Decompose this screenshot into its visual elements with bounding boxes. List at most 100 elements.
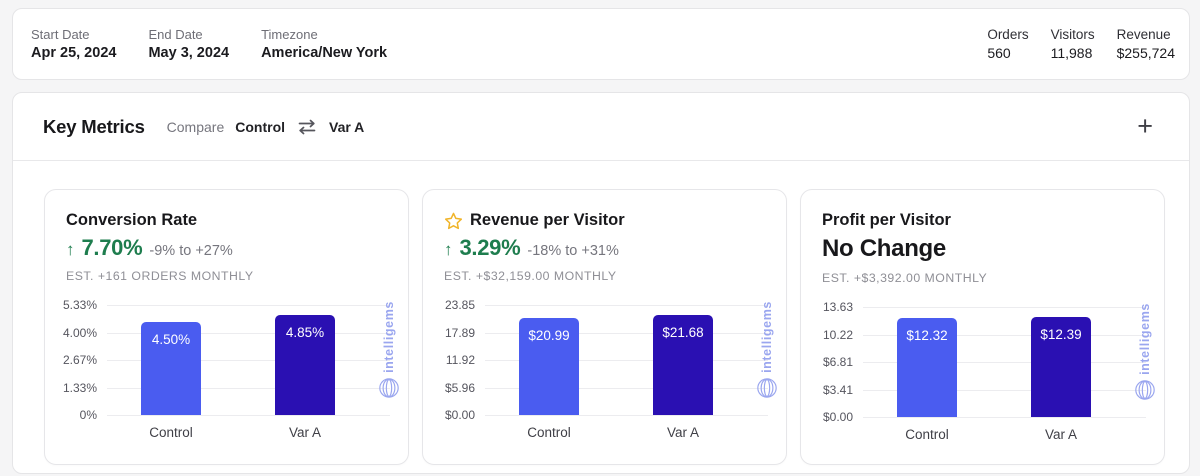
bar-chart-profit-per-visitor: 13.63 10.22 $6.81 $3.41 $0.00 $12.32 Control $1… <box>801 300 1164 451</box>
gridline <box>485 332 768 334</box>
metric-card-head: Profit per Visitor ↑ No Change EST. +$3,… <box>801 190 1164 285</box>
compare-label: Compare <box>166 118 225 135</box>
visitors-label: Visitors <box>1050 27 1095 42</box>
delta-value: No Change <box>822 235 946 262</box>
intelligems-logo-icon <box>1134 379 1156 401</box>
visitors-value: 11,988 <box>1050 45 1093 61</box>
y-tick-label: 5.33% <box>62 298 97 312</box>
watermark-text: intelligems <box>382 301 396 373</box>
panel-title: Key Metrics <box>43 115 145 137</box>
start-date-label: Start Date <box>31 27 90 42</box>
gridline <box>107 415 390 416</box>
delta-range: -18% to +31% <box>527 243 619 259</box>
y-tick-label: 1.33% <box>62 380 97 395</box>
y-tick-label: $0.00 <box>444 408 475 422</box>
compare-variant-selector[interactable]: Var A <box>329 118 365 135</box>
add-metric-button[interactable]: + <box>1131 113 1159 140</box>
delta-up-arrow-icon: ↑ <box>444 240 453 259</box>
revenue-value: $255,724 <box>1116 45 1175 61</box>
swap-arrows-icon <box>297 119 317 135</box>
gridline <box>863 334 1146 336</box>
gridline <box>485 360 768 361</box>
revenue-stat: Revenue $255,724 <box>1117 27 1175 61</box>
orders-label: Orders <box>987 27 1029 42</box>
metric-title: Conversion Rate <box>66 211 198 229</box>
watermark-text: intelligems <box>760 301 774 373</box>
start-date-field[interactable]: Start Date Apr 25, 2024 <box>31 27 116 61</box>
x-axis-label: Var A <box>288 425 322 440</box>
gridline <box>485 415 768 416</box>
bar-control[interactable] <box>519 318 579 415</box>
bar-value-label: 4.50% <box>151 332 191 347</box>
watermark-text: intelligems <box>1138 303 1152 375</box>
metric-card-profit-per-visitor: Profit per Visitor ↑ No Change EST. +$3,… <box>800 189 1165 465</box>
timezone-field[interactable]: Timezone America/New York <box>261 27 387 61</box>
y-tick-label: 10.22 <box>822 327 853 342</box>
x-axis-label: Control <box>527 425 571 440</box>
bar-var-a[interactable] <box>653 315 713 415</box>
y-tick-label: $3.41 <box>822 382 853 397</box>
metric-card-head: Conversion Rate ↑ 7.70% -9% to +27% EST.… <box>45 190 408 283</box>
bar-value-label: $20.99 <box>528 328 570 343</box>
star-icon[interactable] <box>444 212 463 230</box>
date-settings-group: Start Date Apr 25, 2024 End Date May 3, … <box>31 27 387 61</box>
gridline <box>107 305 390 306</box>
key-metrics-panel: Key Metrics Compare Control Var A + <box>12 92 1190 474</box>
y-tick-label: 4.00% <box>62 325 97 340</box>
end-date-label: End Date <box>148 27 203 42</box>
x-axis-label: Var A <box>1044 427 1078 442</box>
bar-chart-revenue-per-visitor: 23.85 17.89 11.92 $5.96 $0.00 $20.99 Control $2… <box>423 298 786 449</box>
intelligems-logo-icon <box>378 377 400 399</box>
bar-value-label: $21.68 <box>662 325 704 340</box>
timezone-label: Timezone <box>261 27 318 42</box>
visitors-stat: Visitors 11,988 <box>1051 27 1095 61</box>
delta-range: -9% to +27% <box>149 243 233 259</box>
metric-title: Profit per Visitor <box>822 211 951 229</box>
gridline <box>485 387 768 389</box>
watermark: intelligems <box>378 301 400 399</box>
swap-comparison-button[interactable] <box>297 119 317 135</box>
gridline <box>863 389 1146 391</box>
gridline <box>863 307 1146 308</box>
y-tick-label: $6.81 <box>822 355 853 369</box>
delta-value: 3.29% <box>459 235 521 260</box>
delta-value: 7.70% <box>81 235 143 260</box>
y-tick-label: $5.96 <box>444 380 475 395</box>
start-date-value[interactable]: Apr 25, 2024 <box>31 45 117 61</box>
timezone-value[interactable]: America/New York <box>261 45 388 61</box>
y-tick-label: 11.92 <box>445 353 475 367</box>
y-tick-label: 0% <box>79 408 97 422</box>
x-axis-label: Control <box>149 425 193 440</box>
end-date-value[interactable]: May 3, 2024 <box>148 45 230 61</box>
gridline <box>107 387 390 389</box>
bar-var-a[interactable] <box>1031 317 1091 417</box>
orders-value: 560 <box>987 45 1011 61</box>
metric-cards-row: Conversion Rate ↑ 7.70% -9% to +27% EST.… <box>13 161 1189 465</box>
x-axis-label: Var A <box>666 425 700 440</box>
y-tick-label: 13.63 <box>822 300 853 314</box>
bar-value-label: 4.85% <box>285 325 325 340</box>
bar-var-a[interactable] <box>275 315 335 415</box>
summary-stats-group: Orders 560 Visitors 11,988 Revenue $255,… <box>987 27 1175 61</box>
watermark: intelligems <box>1134 303 1156 401</box>
gridline <box>863 417 1146 418</box>
y-tick-label: 2.67% <box>62 353 97 367</box>
intelligems-logo-icon <box>756 377 778 399</box>
gridline <box>107 332 390 334</box>
compare-control-selector[interactable]: Control <box>235 118 286 135</box>
plus-icon: + <box>1137 111 1153 141</box>
key-metrics-header: Key Metrics Compare Control Var A + <box>13 93 1189 161</box>
y-tick-label: 17.89 <box>444 325 475 340</box>
gridline <box>485 305 768 306</box>
delta-up-arrow-icon: ↑ <box>66 240 75 259</box>
estimate-line: EST. +$32,159.00 MONTHLY <box>444 269 617 283</box>
gridline <box>863 362 1146 363</box>
bar-control[interactable] <box>141 322 201 415</box>
bar-control[interactable] <box>897 318 957 417</box>
metric-card-head: Revenue per Visitor ↑ 3.29% -18% to +31%… <box>423 190 786 283</box>
bar-value-label: $12.32 <box>906 328 948 343</box>
estimate-line: EST. +$3,392.00 MONTHLY <box>822 271 988 285</box>
gridline <box>107 360 390 361</box>
metric-title: Revenue per Visitor <box>470 211 625 229</box>
end-date-field[interactable]: End Date May 3, 2024 <box>148 27 229 61</box>
